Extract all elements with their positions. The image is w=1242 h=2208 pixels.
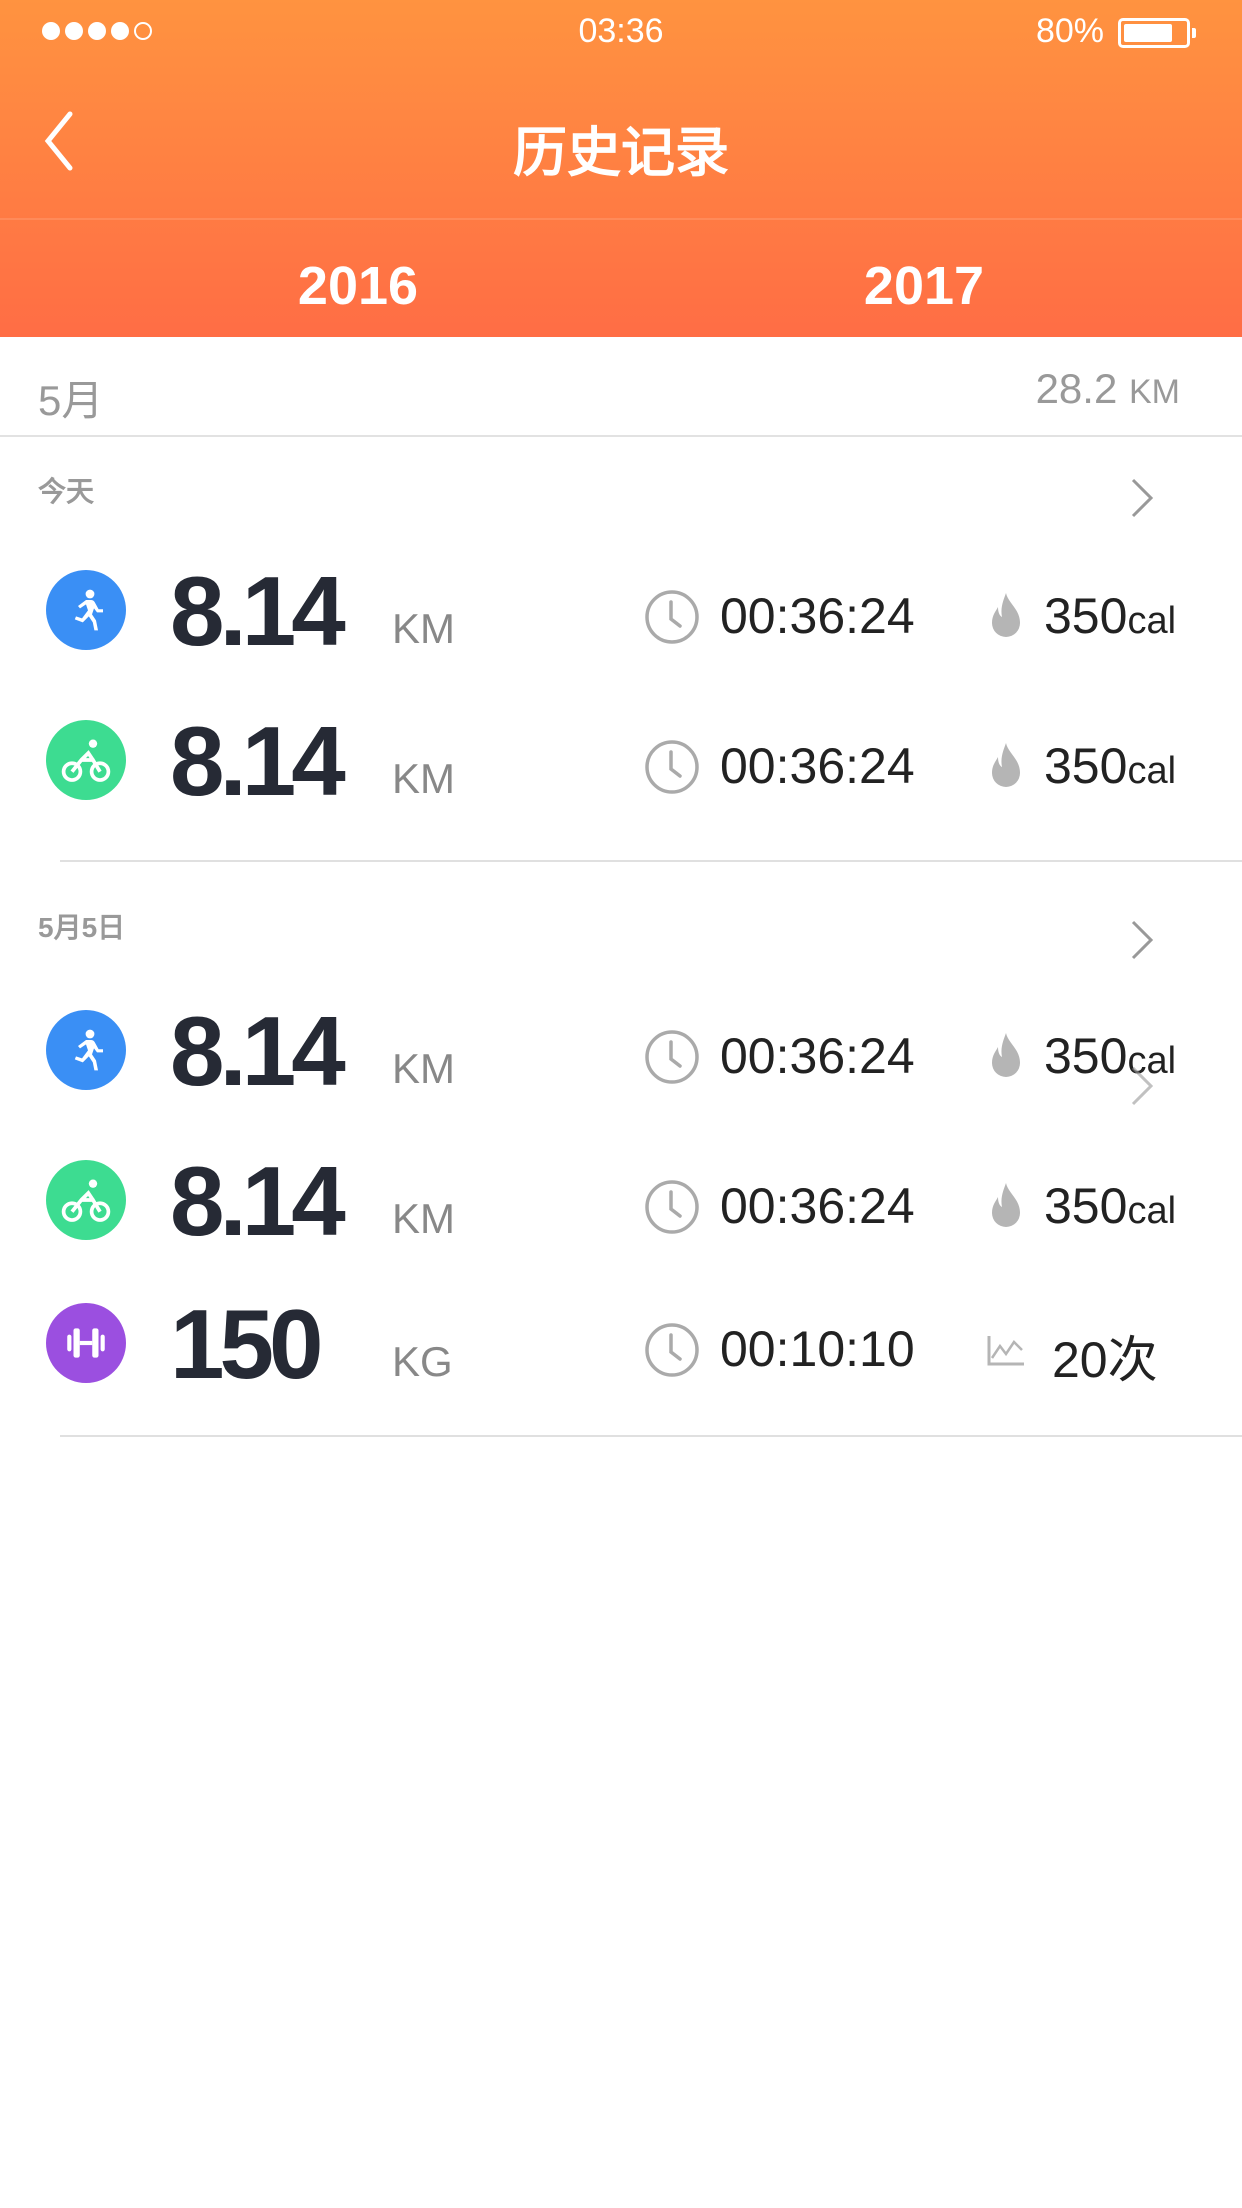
chevron-right-icon[interactable] (1128, 476, 1156, 520)
flame-icon (986, 741, 1026, 791)
activity-value: 8.14 (170, 996, 346, 1106)
divider (0, 218, 1242, 220)
tab-2017[interactable]: 2017 (804, 255, 1044, 347)
flame-icon (986, 1181, 1026, 1231)
activity-unit: KM (392, 1195, 455, 1242)
month-total: 28.2 KM (1035, 365, 1180, 412)
status-time: 03:36 (578, 12, 664, 50)
duration: 00:36:24 (720, 1178, 915, 1234)
activity-unit: KM (392, 755, 455, 802)
cycling-icon (46, 720, 126, 800)
clock-icon (644, 1179, 700, 1235)
activity-unit: KM (392, 1045, 455, 1092)
list-item[interactable]: 150 KG 00:10:10 20次 (0, 1288, 1242, 1399)
back-button[interactable] (40, 108, 90, 174)
extra-value: 350cal (1044, 588, 1177, 644)
day-label: 今天 (38, 476, 95, 507)
clock-icon (644, 1029, 700, 1085)
chevron-right-icon[interactable] (1128, 918, 1156, 962)
month-summary: 5月 28.2 KM (0, 337, 1242, 437)
trend-chart-icon (986, 1324, 1026, 1374)
extra-value: 350cal (1044, 1178, 1177, 1234)
activity-value: 150 (170, 1289, 323, 1399)
activity-unit: KM (392, 605, 455, 652)
duration: 00:36:24 (720, 738, 915, 794)
duration: 00:10:10 (720, 1321, 915, 1377)
list-item[interactable]: 8.14 KM 00:36:24 350cal (0, 555, 1242, 666)
clock-icon (644, 1322, 700, 1378)
cycling-icon (46, 1160, 126, 1240)
day-label: 5月5日 (38, 912, 126, 943)
duration: 00:36:24 (720, 588, 915, 644)
extra-value: 20次 (1052, 1332, 1158, 1388)
list-item[interactable]: 8.14 KM 00:36:24 350cal (0, 705, 1242, 816)
clock-icon (644, 589, 700, 645)
clock-icon (644, 739, 700, 795)
activity-value: 8.14 (170, 706, 346, 816)
running-icon (46, 570, 126, 650)
duration: 00:36:24 (720, 1028, 915, 1084)
page-title: 历史记录 (513, 123, 729, 183)
flame-icon (986, 1031, 1026, 1081)
running-icon (46, 1010, 126, 1090)
extra-value: 350cal (1044, 738, 1177, 794)
list-item[interactable]: 8.14 KM 00:36:24 350cal (0, 1145, 1242, 1256)
header: 03:36 80% 历史记录 2016 2017 (0, 0, 1242, 347)
flame-icon (986, 591, 1026, 641)
dumbbell-icon (46, 1303, 126, 1383)
extra-value: 350cal (1044, 1028, 1177, 1084)
month-label: 5月 (38, 377, 104, 424)
battery-percent: 80% (1035, 12, 1104, 50)
signal-icon (42, 22, 152, 40)
divider (60, 860, 1242, 862)
activity-value: 8.14 (170, 556, 346, 666)
tab-2016[interactable]: 2016 (297, 256, 419, 316)
divider (60, 1435, 1242, 1437)
status-bar: 03:36 80% (0, 0, 1242, 64)
battery-icon (1118, 18, 1196, 48)
activity-unit: KG (392, 1338, 453, 1385)
list-item[interactable]: 8.14 KM 00:36:24 350cal (0, 995, 1242, 1106)
activity-value: 8.14 (170, 1146, 346, 1256)
chevron-right-icon[interactable] (1128, 1064, 1156, 1108)
